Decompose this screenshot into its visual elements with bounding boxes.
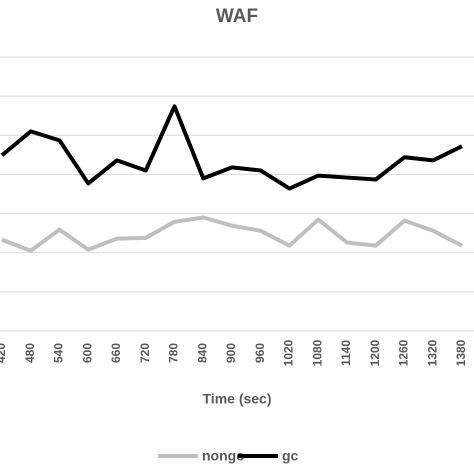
x-axis-title: Time (sec): [203, 391, 272, 407]
x-tick-label: 480: [23, 343, 37, 363]
x-tick-label: 660: [109, 343, 123, 363]
x-tick-label: 840: [195, 343, 209, 363]
series-line: [1, 215, 463, 253]
legend-label: gc: [282, 448, 299, 464]
chart-title: WAF: [216, 6, 258, 27]
x-tick-label: 1020: [282, 339, 296, 366]
x-tick-label: 1140: [339, 340, 353, 366]
x-tick-label: 540: [52, 343, 66, 363]
x-tick-label: 720: [138, 343, 152, 363]
x-tick-label: 960: [253, 343, 267, 363]
x-tick-label: 1260: [397, 339, 411, 366]
x-tick-label: 1200: [368, 339, 382, 366]
x-tick-label: 1380: [454, 339, 468, 366]
x-tick-label: 420: [0, 343, 8, 363]
x-tick-label: 1080: [310, 339, 324, 366]
series-line: [0, 104, 463, 191]
x-tick-label: 600: [80, 343, 94, 363]
x-tick-label: 780: [167, 343, 181, 363]
legend-label: nongc: [202, 448, 244, 464]
x-tick-label: 1320: [425, 339, 439, 366]
x-tick-label: 900: [224, 343, 238, 363]
